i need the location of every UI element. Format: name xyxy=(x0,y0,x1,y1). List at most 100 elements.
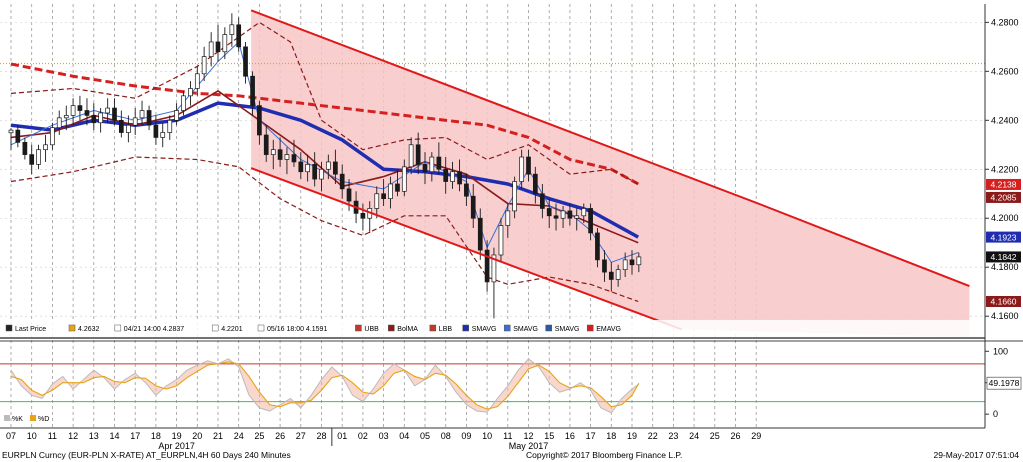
candle-body xyxy=(395,183,400,192)
x-tick-label: 28 xyxy=(316,431,326,441)
candle-body xyxy=(505,210,511,226)
candle-body xyxy=(498,225,504,256)
candle-body xyxy=(477,217,483,251)
candle-body xyxy=(208,41,214,57)
x-tick-label: 25 xyxy=(710,431,720,441)
legend-label: SMAVG xyxy=(513,326,538,333)
price-badge xyxy=(986,178,1021,190)
x-tick-label: 27 xyxy=(296,431,306,441)
legend-label: LBB xyxy=(439,326,453,333)
candle-body xyxy=(436,156,442,170)
candle-body xyxy=(312,164,318,180)
price-badge xyxy=(986,231,1021,243)
candle-body xyxy=(77,105,83,111)
candle-body xyxy=(381,193,386,200)
candle-body xyxy=(174,110,179,121)
candle-body xyxy=(243,46,248,77)
osc-legend-swatch xyxy=(30,415,36,421)
candle-body xyxy=(408,144,414,168)
price-badge-label: 4.2138 xyxy=(991,180,1017,190)
candle-body xyxy=(602,259,607,273)
x-tick-label: 04 xyxy=(399,431,409,441)
candle-body xyxy=(346,188,352,202)
x-tick-label: 07 xyxy=(6,431,16,441)
x-tick-label: 12 xyxy=(523,431,533,441)
x-tick-label: 15 xyxy=(544,431,554,441)
price-badge-label: 4.1923 xyxy=(991,232,1017,242)
candle-body xyxy=(250,75,255,106)
legend-label: 05/16 18:00 4.1591 xyxy=(267,326,327,333)
y-tick-label: 4.2200 xyxy=(991,164,1019,174)
candle-body xyxy=(560,210,566,219)
osc-y-tick-label: 0 xyxy=(993,409,998,419)
x-tick-label: 19 xyxy=(627,431,637,441)
legend-swatch xyxy=(211,324,219,332)
oscillator-reference-lines xyxy=(0,363,985,403)
legend-swatch xyxy=(429,324,437,332)
candle-body xyxy=(215,41,221,53)
legend-label: SMAVG xyxy=(555,326,580,333)
legend-swatch xyxy=(388,324,395,332)
x-tick-label: 13 xyxy=(89,431,99,441)
candle-body xyxy=(581,208,587,217)
candle-body xyxy=(567,210,573,219)
time-axis: 07 10 11 12 13 14 17 18 19 20 21 24 25 26 27 28 01 02 03 04… xyxy=(6,428,761,451)
candle-body xyxy=(70,105,76,116)
candle-body xyxy=(450,171,455,182)
candle-body xyxy=(63,115,69,119)
candle-body xyxy=(415,144,421,165)
x-tick-label: 20 xyxy=(192,431,202,441)
osc-y-tick-label: 100 xyxy=(993,346,1008,356)
legend-swatch xyxy=(586,324,594,332)
candle-body xyxy=(160,132,166,138)
candle-body xyxy=(132,117,138,126)
x-tick-label: 11 xyxy=(48,431,57,441)
price-badge xyxy=(986,251,1021,263)
price-badge xyxy=(986,191,1021,203)
candle-body xyxy=(105,107,111,114)
candle-body xyxy=(291,154,297,163)
x-tick-label: 10 xyxy=(27,431,37,441)
x-tick-label: 18 xyxy=(606,431,616,441)
candle-body xyxy=(36,149,41,165)
legend-label: BolMA xyxy=(397,326,418,333)
overlay-emavg xyxy=(10,62,639,186)
price-badge-label: 4.1842 xyxy=(991,252,1017,262)
candle-body xyxy=(188,88,193,97)
legend-swatch xyxy=(462,324,469,332)
candle-body xyxy=(532,173,538,195)
candle-body xyxy=(112,107,117,121)
candle-body xyxy=(222,34,228,53)
candle-body xyxy=(636,256,642,266)
candle-body xyxy=(464,183,469,197)
candle-body xyxy=(422,164,428,173)
x-tick-label: 24 xyxy=(689,431,699,441)
candle-body xyxy=(512,181,517,212)
candle-body xyxy=(622,259,628,271)
oscillator-d-line xyxy=(10,361,640,410)
legend-swatch xyxy=(68,324,76,332)
candle-body xyxy=(615,269,621,280)
x-tick-label: 05 xyxy=(420,431,430,441)
candle-body xyxy=(29,154,35,165)
x-tick-label: 19 xyxy=(172,431,182,441)
instrument-description: EURPLN Curncy (EUR-PLN X-RATE) AT_EURPLN… xyxy=(2,450,291,460)
price-badges: 4.2138 4.2085 4.1923 4.1842 4.1660 xyxy=(986,178,1021,307)
x-tick-label: 01 xyxy=(337,431,347,441)
candle-body xyxy=(595,232,600,261)
x-tick-label: 26 xyxy=(730,431,740,441)
trend-channel-upper-line xyxy=(250,9,970,288)
candle-body xyxy=(305,164,310,173)
month-label: May 2017 xyxy=(509,441,549,451)
legend-background xyxy=(0,320,985,337)
legend-label: 4.2201 xyxy=(221,326,243,333)
candle-body xyxy=(553,215,559,219)
candle-body xyxy=(194,73,200,89)
candle-body xyxy=(526,156,531,175)
y-tick-label: 4.1800 xyxy=(991,262,1019,272)
oscillator-legend: %K %D xyxy=(4,415,49,423)
chart-legend: Last Price 4.2632 04/21 14:00 4.2837 4.2201… xyxy=(0,320,985,337)
x-tick-label: 09 xyxy=(461,431,471,441)
candle-body xyxy=(181,95,186,111)
